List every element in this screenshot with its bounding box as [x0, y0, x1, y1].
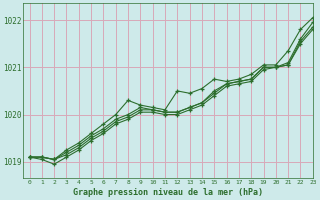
X-axis label: Graphe pression niveau de la mer (hPa): Graphe pression niveau de la mer (hPa) — [73, 188, 263, 197]
